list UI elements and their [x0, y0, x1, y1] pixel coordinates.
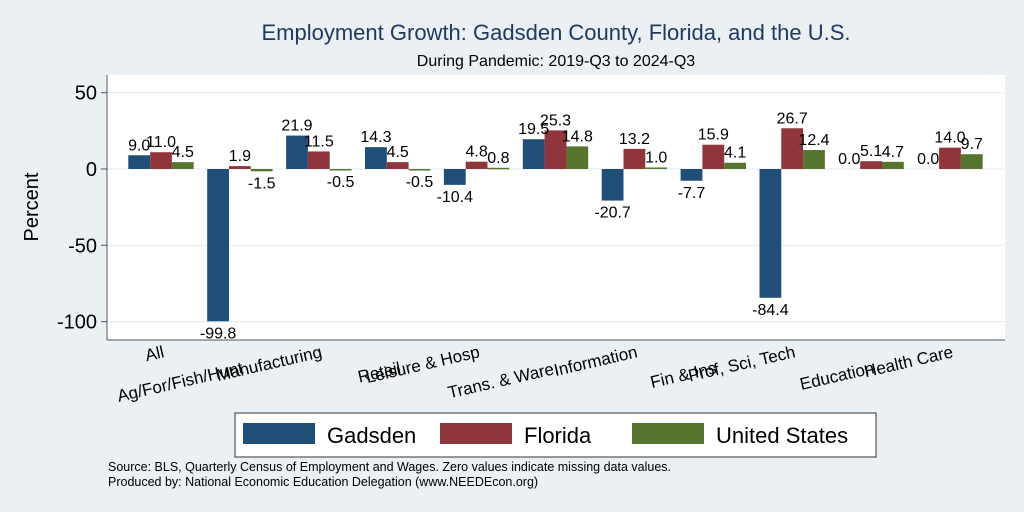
bar-united-states [250, 169, 273, 172]
bar-gadsden [286, 135, 308, 169]
x-tick-label: Information [552, 342, 639, 380]
bar-florida [229, 166, 251, 169]
legend-label: United States [716, 423, 848, 448]
bar-united-states [487, 167, 510, 170]
data-label: 11.5 [304, 133, 334, 150]
bar-gadsden [443, 169, 466, 185]
chart-title: Employment Growth: Gadsden County, Flori… [262, 20, 851, 45]
bar-united-states [803, 150, 825, 169]
bar-florida [860, 161, 882, 169]
bar-florida [465, 161, 488, 169]
data-label: 1.0 [645, 149, 667, 166]
y-tick-label: -100 [57, 312, 97, 334]
data-label: 4.5 [387, 144, 409, 161]
bar-gadsden [680, 169, 703, 181]
data-label: 1.9 [229, 148, 251, 165]
bar-united-states [408, 169, 431, 171]
data-label: 4.5 [172, 144, 194, 161]
data-label: 14.3 [360, 129, 391, 146]
data-label: 26.7 [777, 110, 808, 127]
y-tick-label: 50 [75, 83, 97, 105]
data-label: 9.0 [128, 137, 150, 154]
bar-united-states [724, 162, 746, 169]
bar-florida [386, 162, 409, 169]
y-tick-label: 0 [86, 159, 97, 181]
data-label: -0.5 [327, 174, 355, 191]
bar-gadsden [759, 169, 782, 298]
legend-swatch [632, 423, 704, 444]
data-label: -0.5 [406, 174, 434, 191]
data-label: 0.0 [917, 151, 939, 168]
bar-united-states [566, 146, 589, 169]
data-label: 4.7 [882, 144, 904, 161]
bar-gadsden [128, 155, 151, 169]
bar-gadsden [522, 139, 545, 169]
data-label: -10.4 [437, 189, 474, 206]
data-label: 19.5 [518, 121, 549, 138]
data-label: -7.7 [678, 185, 706, 202]
y-tick-label: -50 [68, 235, 97, 257]
legend-label: Gadsden [327, 423, 416, 448]
x-tick-label: Health Care [862, 342, 955, 381]
data-label: 9.7 [961, 136, 983, 153]
data-label: -84.4 [752, 302, 789, 319]
data-label: 13.2 [619, 131, 650, 148]
bar-florida [544, 130, 567, 169]
legend: Gadsden Florida United States [234, 412, 877, 458]
producer-note: Produced by: National Economic Education… [108, 475, 538, 489]
bar-florida [307, 151, 330, 169]
bar-florida [150, 152, 172, 169]
data-label: 0.0 [838, 151, 860, 168]
data-label: 14.8 [562, 128, 593, 145]
plot-area [107, 75, 1005, 340]
data-label: 15.9 [698, 127, 729, 144]
bar-united-states [171, 162, 194, 169]
data-label: 0.8 [487, 150, 509, 167]
data-label: 4.8 [465, 144, 487, 161]
bar-gadsden [365, 147, 387, 169]
bar-florida [781, 128, 804, 169]
x-tick-label: Prof, Sci, Tech [686, 342, 797, 385]
x-tick-label: Manufacturing [214, 342, 323, 385]
data-label: 5.1 [860, 143, 882, 160]
bar-gadsden [207, 169, 229, 322]
legend-swatch [243, 423, 315, 444]
legend-box [234, 412, 877, 458]
bar-united-states [960, 154, 983, 169]
data-label: 25.3 [540, 112, 571, 129]
bar-florida [939, 147, 961, 169]
x-tick-label: All [143, 342, 166, 365]
data-label: 21.9 [281, 118, 312, 135]
bar-florida [702, 144, 725, 169]
data-label: 12.4 [798, 132, 829, 149]
data-label: -20.7 [594, 205, 631, 222]
bar-gadsden [601, 169, 624, 201]
data-label: -99.8 [200, 325, 237, 342]
bar-united-states [882, 161, 904, 169]
bar-united-states [329, 169, 352, 171]
data-label: 14.0 [934, 130, 965, 147]
bar-united-states [645, 167, 668, 169]
legend-label: Florida [524, 423, 592, 448]
bar-florida [623, 148, 646, 169]
legend-swatch [440, 423, 512, 444]
data-label: 4.1 [724, 145, 746, 162]
y-axis-label: Percent [21, 172, 43, 241]
data-label: 11.0 [146, 134, 176, 151]
data-label: -1.5 [248, 175, 276, 192]
source-note: Source: BLS, Quarterly Census of Employm… [108, 460, 671, 474]
chart-subtitle: During Pandemic: 2019-Q3 to 2024-Q3 [417, 53, 695, 70]
